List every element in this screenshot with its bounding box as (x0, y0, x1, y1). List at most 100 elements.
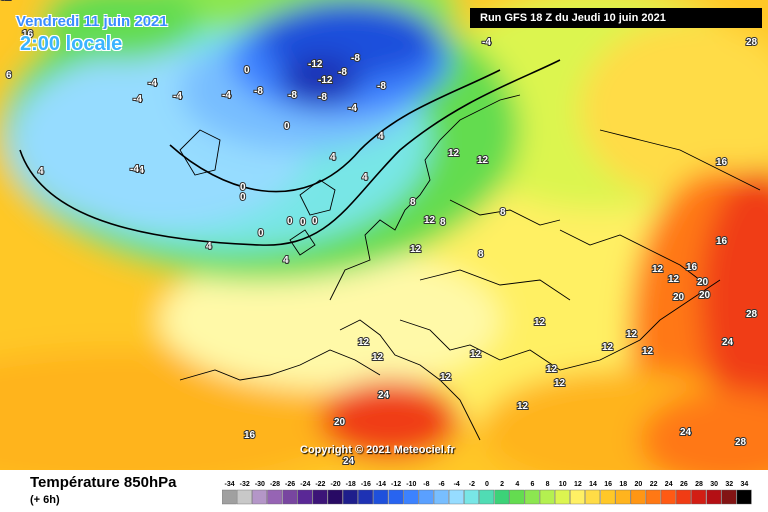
isotherm-value-label: 4 (283, 255, 289, 266)
isotherms (19, 59, 561, 246)
legend-tick-label: 24 (665, 481, 673, 488)
legend-tick-label: -18 (346, 481, 356, 488)
legend-swatch (267, 489, 283, 505)
isotherm-value-label: 0 (284, 121, 290, 132)
legend-tick-label: -6 (438, 481, 444, 488)
isotherm-value-label: 12 (534, 317, 546, 328)
variable-title: Température 850hPa (30, 474, 177, 491)
legend-swatch (297, 489, 313, 505)
legend-tick-label: 10 (559, 481, 567, 488)
forecast-date: Vendredi 11 juin 2021 (16, 13, 168, 30)
isotherm-value-label: 20 (334, 417, 346, 428)
isotherm-value-label: 8 (410, 197, 416, 208)
isotherm-value-label: -8 (254, 86, 263, 97)
legend-swatch (736, 489, 752, 505)
isotherm-value-label: 0 (240, 192, 246, 203)
legend-tick-label: -16 (361, 481, 371, 488)
legend-swatch (403, 489, 419, 505)
isotherm-value-label: 4 (38, 166, 44, 177)
legend-swatch (554, 489, 570, 505)
legend-swatch (706, 489, 722, 505)
legend-tick-label: 0 (485, 481, 489, 488)
isotherm-value-label: -4 (148, 78, 157, 89)
isotherm-value-label: -4 (173, 91, 182, 102)
temperature-field (0, 0, 768, 470)
isotherm-value-label: 12 (517, 401, 529, 412)
legend-tick-label: -2 (469, 481, 475, 488)
legend-tick-label: 26 (680, 481, 688, 488)
isotherm-value-label: 20 (699, 290, 711, 301)
legend-swatch (448, 489, 464, 505)
legend-swatch (373, 489, 389, 505)
legend-swatch (524, 489, 540, 505)
legend-swatch (236, 489, 252, 505)
isotherm-value-label: 16 (22, 29, 34, 40)
legend-swatch (691, 489, 707, 505)
isotherm-value-label: 16 (716, 236, 728, 247)
legend-tick-label: 20 (635, 481, 643, 488)
isotherm-value-label: -4 (133, 94, 142, 105)
legend-swatch (418, 489, 434, 505)
isotherm-value-label: -4 (348, 103, 357, 114)
isotherm-value-label: -12 (308, 59, 323, 70)
isotherm-value-label: 24 (343, 456, 355, 467)
coastlines (179, 94, 761, 441)
legend-tick-label: -32 (240, 481, 250, 488)
isotherm-value-label: 12 (652, 264, 664, 275)
run-info: Run GFS 18 Z du Jeudi 10 juin 2021 (470, 8, 762, 28)
isotherm-value-label: -8 (288, 90, 297, 101)
legend-tick-label: -28 (270, 481, 280, 488)
legend-tick-label: 22 (650, 481, 658, 488)
isotherm-value-label: 16 (716, 157, 728, 168)
legend-tick-label: 34 (741, 481, 749, 488)
isotherm-value-label: -8 (351, 53, 360, 64)
isotherm-value-label: 12 (358, 337, 370, 348)
legend-tick-label: -14 (376, 481, 386, 488)
isotherm-value-label: -8 (377, 81, 386, 92)
isotherm-value-label: 8 (440, 217, 446, 228)
legend-swatch (222, 489, 237, 505)
isotherm-value-label: 4 (362, 172, 368, 183)
isotherm-value-label: 12 (424, 215, 436, 226)
legend-tick-label: -22 (315, 481, 325, 488)
isotherm-value-label: 12 (546, 364, 558, 375)
legend-swatch (539, 489, 555, 505)
legend-tick-label: -12 (391, 481, 401, 488)
isotherm-value-label: -4 (222, 90, 231, 101)
isotherm-value-label: 12 (602, 342, 614, 353)
forecast-offset: (+ 6h) (30, 494, 60, 506)
legend-swatch (252, 489, 267, 505)
legend-tick-label: -26 (285, 481, 295, 488)
isotherm-value-label: 4 (378, 131, 384, 142)
legend-tick-label: 12 (574, 481, 582, 488)
legend-tick-label: 30 (710, 481, 718, 488)
legend-swatch (660, 489, 676, 505)
legend-tick-label: -10 (406, 481, 416, 488)
legend-swatch (312, 489, 328, 505)
isotherm-value-label: 16 (686, 262, 698, 273)
legend-tick-label: 8 (546, 481, 550, 488)
copyright-notice: Copyright © 2021 Meteociel.fr (300, 444, 455, 456)
color-legend: -34 -32 -30 -28 -26 -24 -22 -20 -18 -16 -14 -12 -10-… (222, 481, 752, 505)
isotherm-value-label: 20 (673, 292, 685, 303)
legend-swatch (464, 489, 480, 505)
legend-tick-label: -30 (255, 481, 265, 488)
legend-swatch (433, 489, 449, 505)
legend-swatch (630, 489, 646, 505)
isotherm-value-label: 0 (312, 216, 318, 227)
legend-swatch (585, 489, 601, 505)
legend-swatch (600, 489, 616, 505)
legend-tick-label: 28 (695, 481, 703, 488)
legend-swatch (721, 489, 737, 505)
isotherm-value-label: 0 (240, 182, 246, 193)
forecast-local-time: 2:00 locale (20, 33, 123, 55)
isotherm-value-label: 16 (244, 430, 256, 441)
isotherm-value-label: 0 (258, 228, 264, 239)
isotherm-value-label: 12 (470, 349, 482, 360)
legend-swatch (494, 489, 510, 505)
isotherm-value-label: 24 (378, 390, 390, 401)
isotherm-value-label: 4 (330, 152, 336, 163)
legend-tick-label: 16 (604, 481, 612, 488)
isotherm-value-label: 28 (735, 437, 747, 448)
